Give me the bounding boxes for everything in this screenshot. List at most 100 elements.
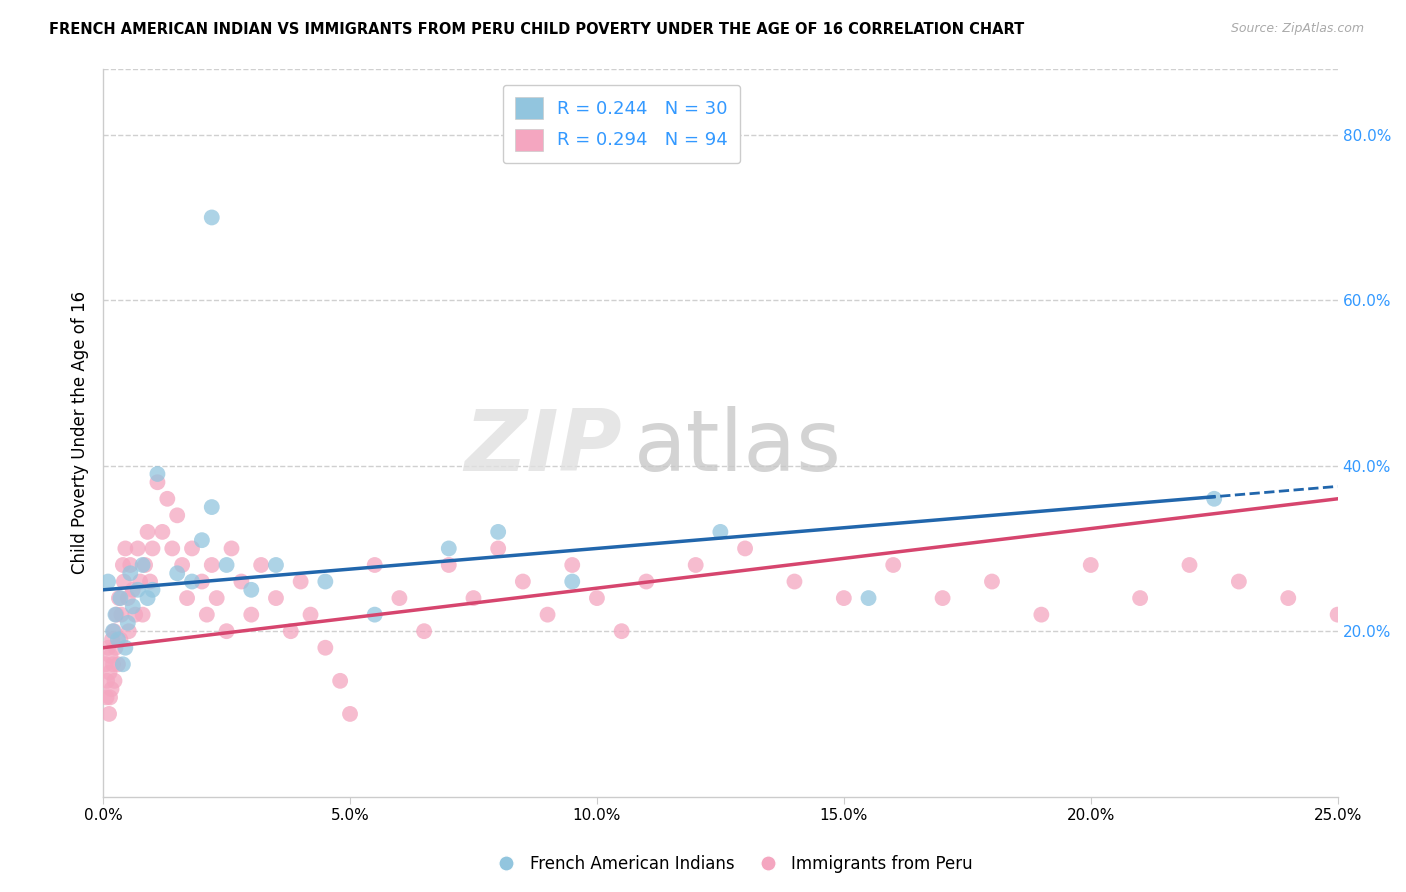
Immigrants from Peru <box>172 558 194 572</box>
Immigrants from Peru <box>96 673 118 688</box>
Immigrants from Peru <box>129 574 152 589</box>
Immigrants from Peru <box>191 574 214 589</box>
Immigrants from Peru <box>114 541 136 556</box>
Immigrants from Peru <box>299 607 322 622</box>
Immigrants from Peru <box>124 607 146 622</box>
French American Indians <box>201 211 224 225</box>
Text: FRENCH AMERICAN INDIAN VS IMMIGRANTS FROM PERU CHILD POVERTY UNDER THE AGE OF 16: FRENCH AMERICAN INDIAN VS IMMIGRANTS FRO… <box>49 22 1025 37</box>
French American Indians <box>111 657 134 672</box>
Immigrants from Peru <box>610 624 633 639</box>
Immigrants from Peru <box>1376 558 1399 572</box>
Immigrants from Peru <box>134 558 156 572</box>
Immigrants from Peru <box>176 591 198 606</box>
French American Indians <box>121 599 143 614</box>
French American Indians <box>486 524 509 539</box>
Immigrants from Peru <box>240 607 263 622</box>
Immigrants from Peru <box>486 541 509 556</box>
Text: ZIP: ZIP <box>464 406 621 489</box>
Immigrants from Peru <box>107 657 129 672</box>
Immigrants from Peru <box>339 706 361 721</box>
Immigrants from Peru <box>136 524 159 539</box>
Immigrants from Peru <box>221 541 243 556</box>
French American Indians <box>191 533 214 548</box>
Immigrants from Peru <box>120 558 142 572</box>
Immigrants from Peru <box>162 541 184 556</box>
Immigrants from Peru <box>463 591 485 606</box>
French American Indians <box>437 541 460 556</box>
French American Indians <box>709 524 731 539</box>
French American Indians <box>114 640 136 655</box>
Immigrants from Peru <box>110 607 132 622</box>
French American Indians <box>181 574 204 589</box>
Immigrants from Peru <box>146 475 169 490</box>
Immigrants from Peru <box>1400 591 1406 606</box>
Immigrants from Peru <box>141 541 163 556</box>
Immigrants from Peru <box>101 632 124 647</box>
Immigrants from Peru <box>104 640 127 655</box>
Y-axis label: Child Poverty Under the Age of 16: Child Poverty Under the Age of 16 <box>72 291 89 574</box>
French American Indians <box>131 558 153 572</box>
French American Indians <box>141 582 163 597</box>
Immigrants from Peru <box>1227 574 1250 589</box>
Immigrants from Peru <box>103 673 125 688</box>
Immigrants from Peru <box>290 574 312 589</box>
Immigrants from Peru <box>1080 558 1102 572</box>
Immigrants from Peru <box>1129 591 1152 606</box>
Immigrants from Peru <box>98 706 121 721</box>
French American Indians <box>561 574 583 589</box>
Immigrants from Peru <box>101 657 124 672</box>
Text: atlas: atlas <box>634 406 842 489</box>
Immigrants from Peru <box>231 574 253 589</box>
Immigrants from Peru <box>1351 524 1374 539</box>
French American Indians <box>166 566 188 581</box>
Immigrants from Peru <box>437 558 460 572</box>
Immigrants from Peru <box>98 665 121 680</box>
Immigrants from Peru <box>139 574 162 589</box>
French American Indians <box>107 632 129 647</box>
French American Indians <box>104 607 127 622</box>
Immigrants from Peru <box>100 682 122 697</box>
French American Indians <box>314 574 336 589</box>
Immigrants from Peru <box>329 673 352 688</box>
French American Indians <box>858 591 880 606</box>
Immigrants from Peru <box>166 508 188 523</box>
French American Indians <box>1204 491 1226 506</box>
French American Indians <box>201 500 224 514</box>
Immigrants from Peru <box>1277 591 1299 606</box>
Text: Source: ZipAtlas.com: Source: ZipAtlas.com <box>1230 22 1364 36</box>
Immigrants from Peru <box>103 624 125 639</box>
Immigrants from Peru <box>264 591 287 606</box>
Immigrants from Peru <box>364 558 387 572</box>
Immigrants from Peru <box>205 591 228 606</box>
Immigrants from Peru <box>105 607 128 622</box>
Immigrants from Peru <box>98 690 121 705</box>
Immigrants from Peru <box>536 607 558 622</box>
Immigrants from Peru <box>94 657 117 672</box>
Immigrants from Peru <box>97 640 120 655</box>
Immigrants from Peru <box>981 574 1004 589</box>
Immigrants from Peru <box>882 558 904 572</box>
Immigrants from Peru <box>1326 607 1348 622</box>
Immigrants from Peru <box>131 607 153 622</box>
Legend: French American Indians, Immigrants from Peru: French American Indians, Immigrants from… <box>484 848 979 880</box>
Immigrants from Peru <box>112 574 135 589</box>
French American Indians <box>110 591 132 606</box>
Immigrants from Peru <box>118 624 141 639</box>
Immigrants from Peru <box>388 591 411 606</box>
Immigrants from Peru <box>832 591 855 606</box>
Immigrants from Peru <box>280 624 302 639</box>
Immigrants from Peru <box>586 591 609 606</box>
French American Indians <box>117 615 139 630</box>
Immigrants from Peru <box>512 574 534 589</box>
French American Indians <box>101 624 124 639</box>
Immigrants from Peru <box>156 491 179 506</box>
French American Indians <box>264 558 287 572</box>
French American Indians <box>136 591 159 606</box>
Immigrants from Peru <box>108 591 131 606</box>
Immigrants from Peru <box>1031 607 1053 622</box>
French American Indians <box>364 607 387 622</box>
Immigrants from Peru <box>931 591 953 606</box>
French American Indians <box>215 558 238 572</box>
Immigrants from Peru <box>100 648 122 663</box>
French American Indians <box>240 582 263 597</box>
